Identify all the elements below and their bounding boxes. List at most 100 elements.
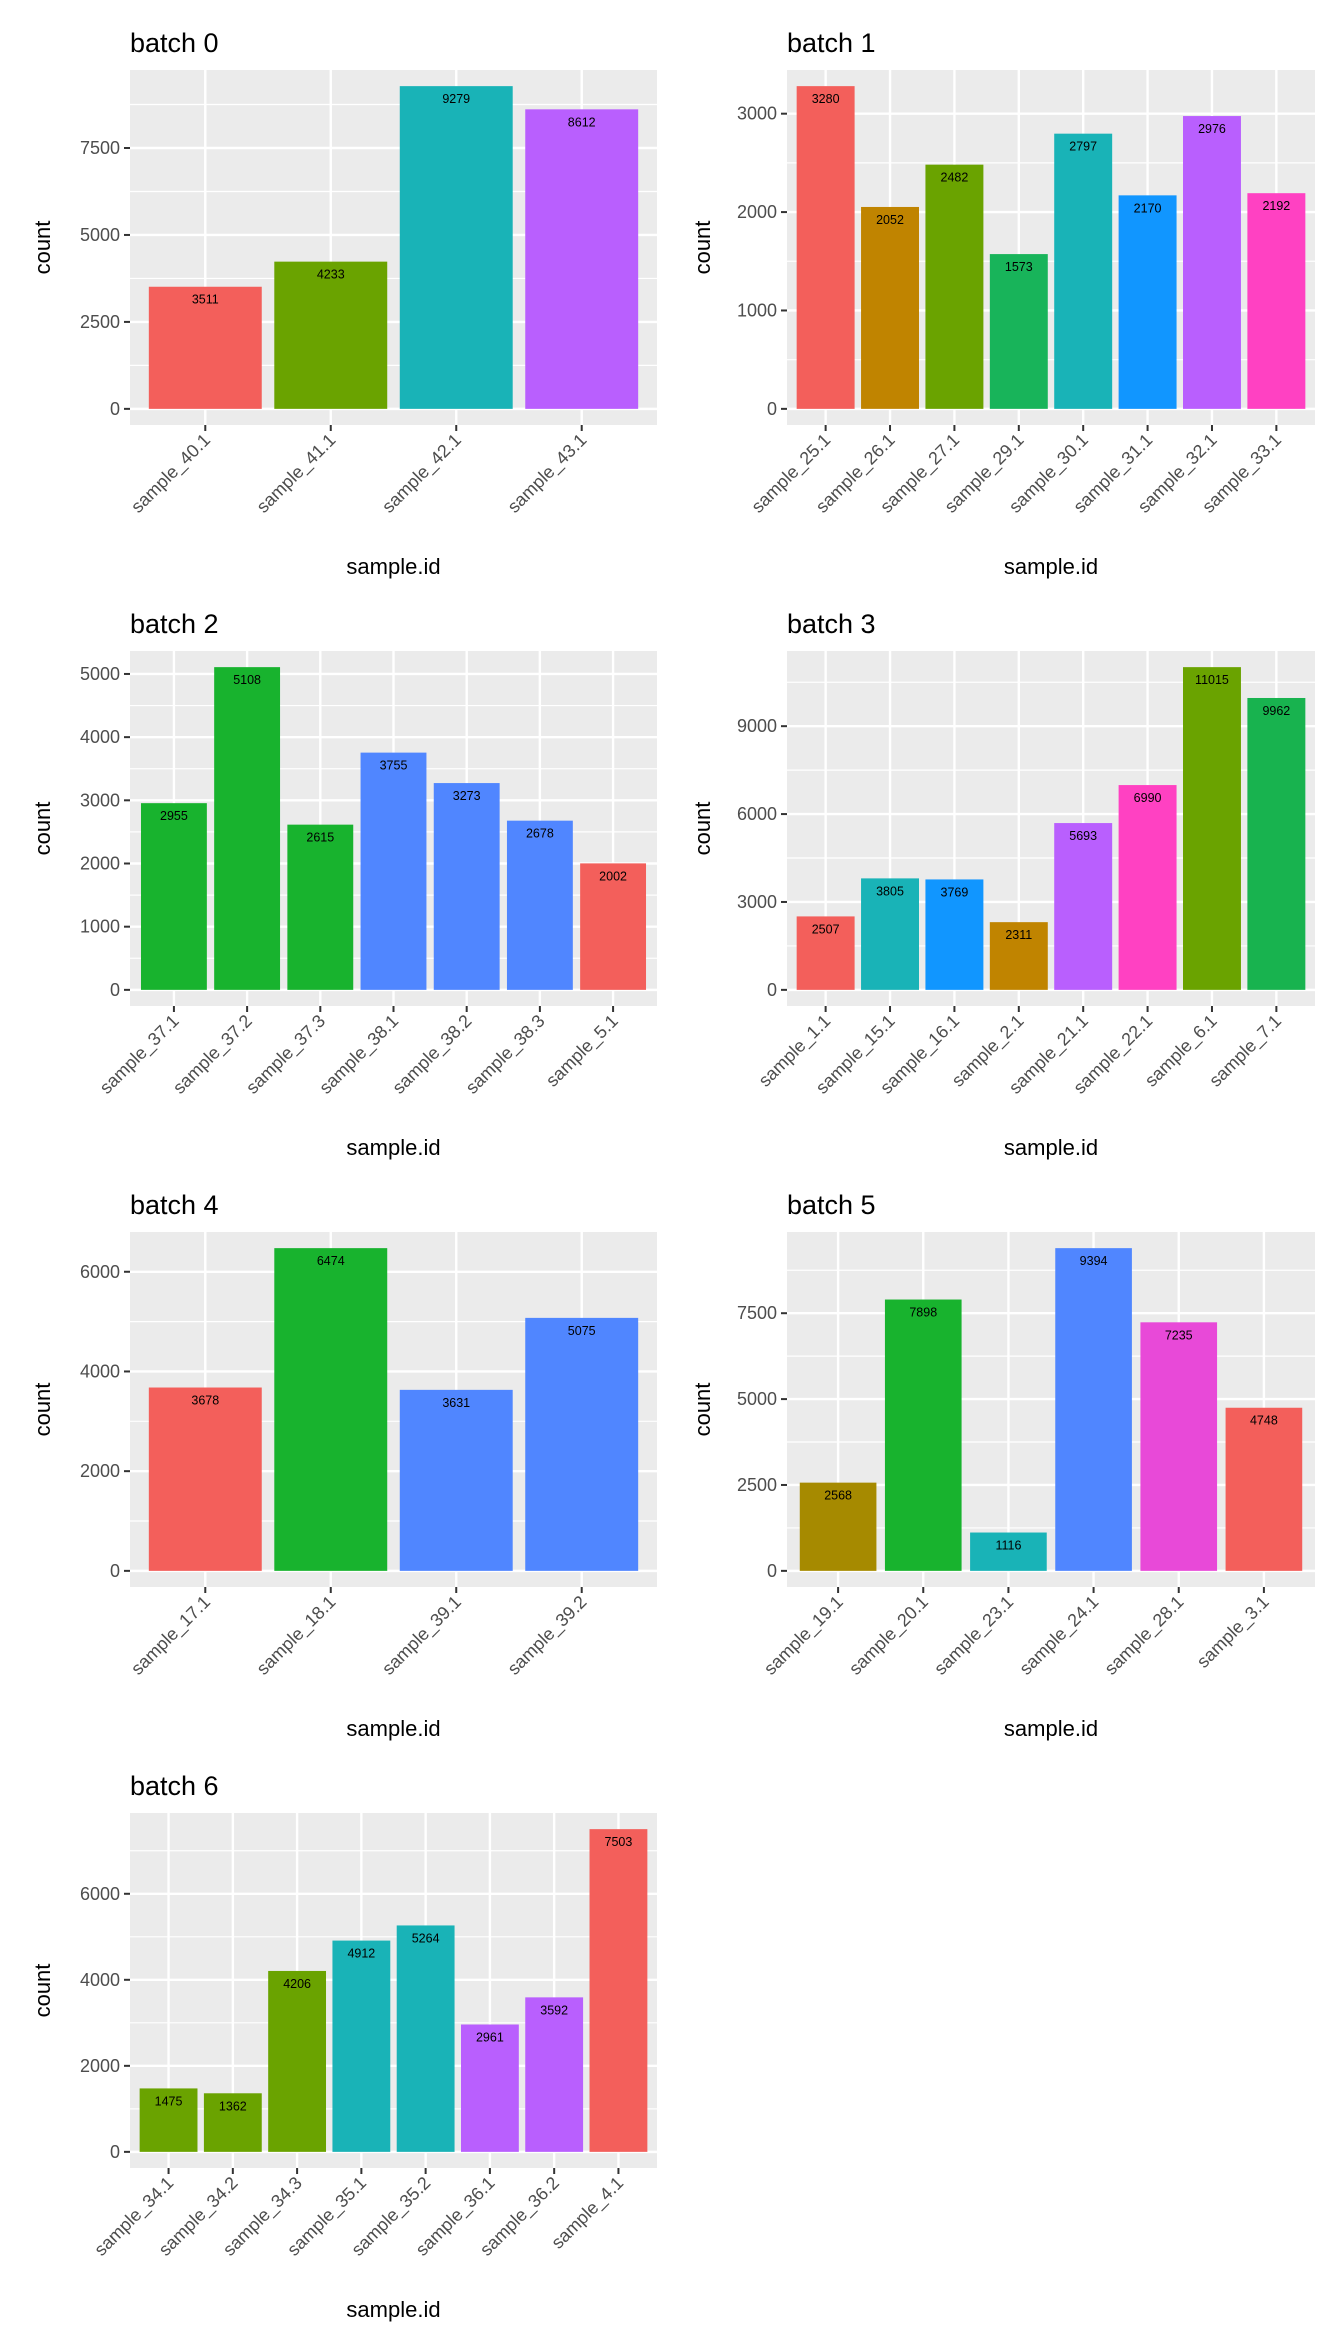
bar-value-label: 2052 — [876, 213, 904, 227]
y-tick-label: 6000 — [80, 1884, 120, 1904]
bar-sample_22.1 — [1118, 785, 1177, 990]
chart-svg: batch 0 0 2500 5000 7500 3511 sample_40.1 4233 s… — [30, 28, 657, 579]
x-tick-label: sample_24.1 — [1015, 1592, 1103, 1680]
y-tick-label: 0 — [110, 980, 120, 1000]
y-tick-label: 7500 — [737, 1303, 777, 1323]
bar-sample_29.1 — [989, 254, 1048, 409]
bar-value-label: 7503 — [605, 1835, 633, 1849]
bar-value-label: 2961 — [476, 2031, 504, 2045]
chart-svg: batch 4 0 2000 4000 6000 3678 sample_17.1 6474 s… — [30, 1190, 657, 1741]
bar-sample_38.3 — [506, 820, 573, 990]
y-tick-label: 2000 — [80, 2056, 120, 2076]
chart-panel-2: batch 2 0 1000 2000 3000 4000 5000 2955 sample_3… — [0, 581, 672, 1162]
bar-sample_16.1 — [925, 879, 984, 990]
bar-value-label: 1573 — [1005, 260, 1033, 274]
bar-sample_37.3 — [287, 824, 354, 990]
bar-sample_1.1 — [796, 916, 855, 990]
x-tick-label: sample_43.1 — [504, 430, 592, 518]
x-tick-label: sample_20.1 — [845, 1592, 933, 1680]
bar-sample_38.2 — [433, 783, 500, 990]
bar-sample_37.2 — [214, 667, 281, 990]
y-tick-label: 3000 — [737, 892, 777, 912]
bar-sample_41.1 — [274, 261, 388, 409]
chart-title: batch 6 — [130, 1771, 219, 1801]
y-axis-title: count — [690, 1383, 715, 1437]
chart-svg: batch 101000200030003280sample_25.12052s… — [690, 28, 1315, 579]
y-tick-label: 2500 — [737, 1475, 777, 1495]
bar-value-label: 2170 — [1134, 201, 1162, 215]
y-tick-label: 2000 — [737, 202, 777, 222]
x-tick-label: sample_42.1 — [378, 430, 466, 518]
y-tick-label: 3000 — [737, 104, 777, 124]
bar-value-label: 2311 — [1005, 928, 1032, 942]
bar-sample_36.1 — [460, 2024, 519, 2152]
x-tick-label: sample_23.1 — [930, 1592, 1018, 1680]
y-tick-label: 0 — [767, 980, 777, 1000]
bar-value-label: 1475 — [155, 2094, 183, 2108]
y-axis-title: count — [690, 802, 715, 856]
bar-sample_24.1 — [1055, 1248, 1132, 1571]
x-axis-title: sample.id — [346, 1135, 440, 1160]
bar-sample_20.1 — [884, 1299, 962, 1571]
y-tick-label: 5000 — [80, 225, 120, 245]
bar-sample_26.1 — [861, 206, 919, 409]
bar-value-label: 3511 — [192, 293, 219, 307]
y-axis-title: count — [30, 802, 55, 856]
bar-value-label: 7898 — [909, 1306, 937, 1320]
y-axis-title: count — [30, 221, 55, 275]
y-tick-label: 9000 — [737, 716, 777, 736]
bar-value-label: 4748 — [1250, 1414, 1278, 1428]
bar-value-label: 4912 — [347, 1947, 375, 1961]
bar-sample_38.1 — [360, 752, 427, 990]
bar-sample_43.1 — [525, 109, 639, 409]
x-axis-title: sample.id — [346, 1716, 440, 1741]
bar-value-label: 4206 — [283, 1977, 311, 1991]
chart-svg: batch 2 0 1000 2000 3000 4000 5000 2955 sample_3… — [30, 609, 657, 1160]
bar-sample_19.1 — [799, 1482, 877, 1571]
bar-sample_37.1 — [140, 803, 207, 990]
y-tick-label: 0 — [110, 399, 120, 419]
bar-sample_42.1 — [399, 86, 513, 409]
x-tick-label: sample_5.1 — [542, 1011, 623, 1092]
bar-value-label: 2507 — [812, 922, 840, 936]
bar-sample_34.3 — [268, 1970, 327, 2152]
chart-title: batch 2 — [130, 609, 219, 639]
bar-value-label: 3805 — [876, 884, 904, 898]
y-tick-label: 0 — [110, 2142, 120, 2162]
bar-value-label: 9394 — [1080, 1254, 1108, 1268]
chart-svg: batch 303000600090002507sample_1.13805sa… — [690, 609, 1315, 1160]
bar-sample_34.1 — [139, 2088, 198, 2152]
chart-panel-3: batch 3 0 3000 6000 9000 2507 sample_1.1 3805 sa… — [672, 581, 1344, 1162]
bar-sample_4.1 — [589, 1829, 648, 2152]
y-axis-title: count — [30, 1383, 55, 1437]
bar-sample_36.2 — [525, 1997, 584, 2152]
bar-value-label: 2482 — [941, 171, 969, 185]
x-axis-title: sample.id — [346, 2297, 440, 2322]
x-tick-label: sample_40.1 — [127, 430, 215, 518]
y-tick-label: 4000 — [80, 1361, 120, 1381]
bar-value-label: 2678 — [526, 827, 554, 841]
bar-sample_28.1 — [1140, 1322, 1218, 1571]
bar-sample_23.1 — [970, 1532, 1047, 1571]
bar-value-label: 5264 — [412, 1931, 440, 1945]
bar-sample_7.1 — [1247, 697, 1306, 990]
chart-panel-5: batch 5 0 2500 5000 7500 2568 sample_19.1 7898 s… — [672, 1162, 1344, 1743]
bar-sample_34.2 — [203, 2093, 262, 2152]
bar-value-label: 3755 — [380, 759, 408, 773]
bar-value-label: 3769 — [941, 885, 969, 899]
chart-panel-6: batch 6 0 2000 4000 6000 1475 sample_34.1 1362 s… — [0, 1743, 672, 2324]
bar-value-label: 1362 — [219, 2099, 247, 2113]
x-axis-title: sample.id — [1004, 554, 1098, 579]
bar-sample_27.1 — [925, 164, 984, 409]
bar-value-label: 4233 — [317, 268, 345, 282]
y-axis-title: count — [690, 221, 715, 275]
bar-sample_21.1 — [1054, 823, 1113, 990]
x-axis-title: sample.id — [346, 554, 440, 579]
bar-sample_39.1 — [399, 1389, 513, 1571]
y-tick-label: 2500 — [80, 312, 120, 332]
x-axis-title: sample.id — [1004, 1135, 1098, 1160]
bar-value-label: 3280 — [812, 92, 840, 106]
bar-value-label: 2568 — [824, 1489, 852, 1503]
bar-value-label: 8612 — [568, 115, 596, 129]
x-tick-label: sample_41.1 — [253, 430, 341, 518]
